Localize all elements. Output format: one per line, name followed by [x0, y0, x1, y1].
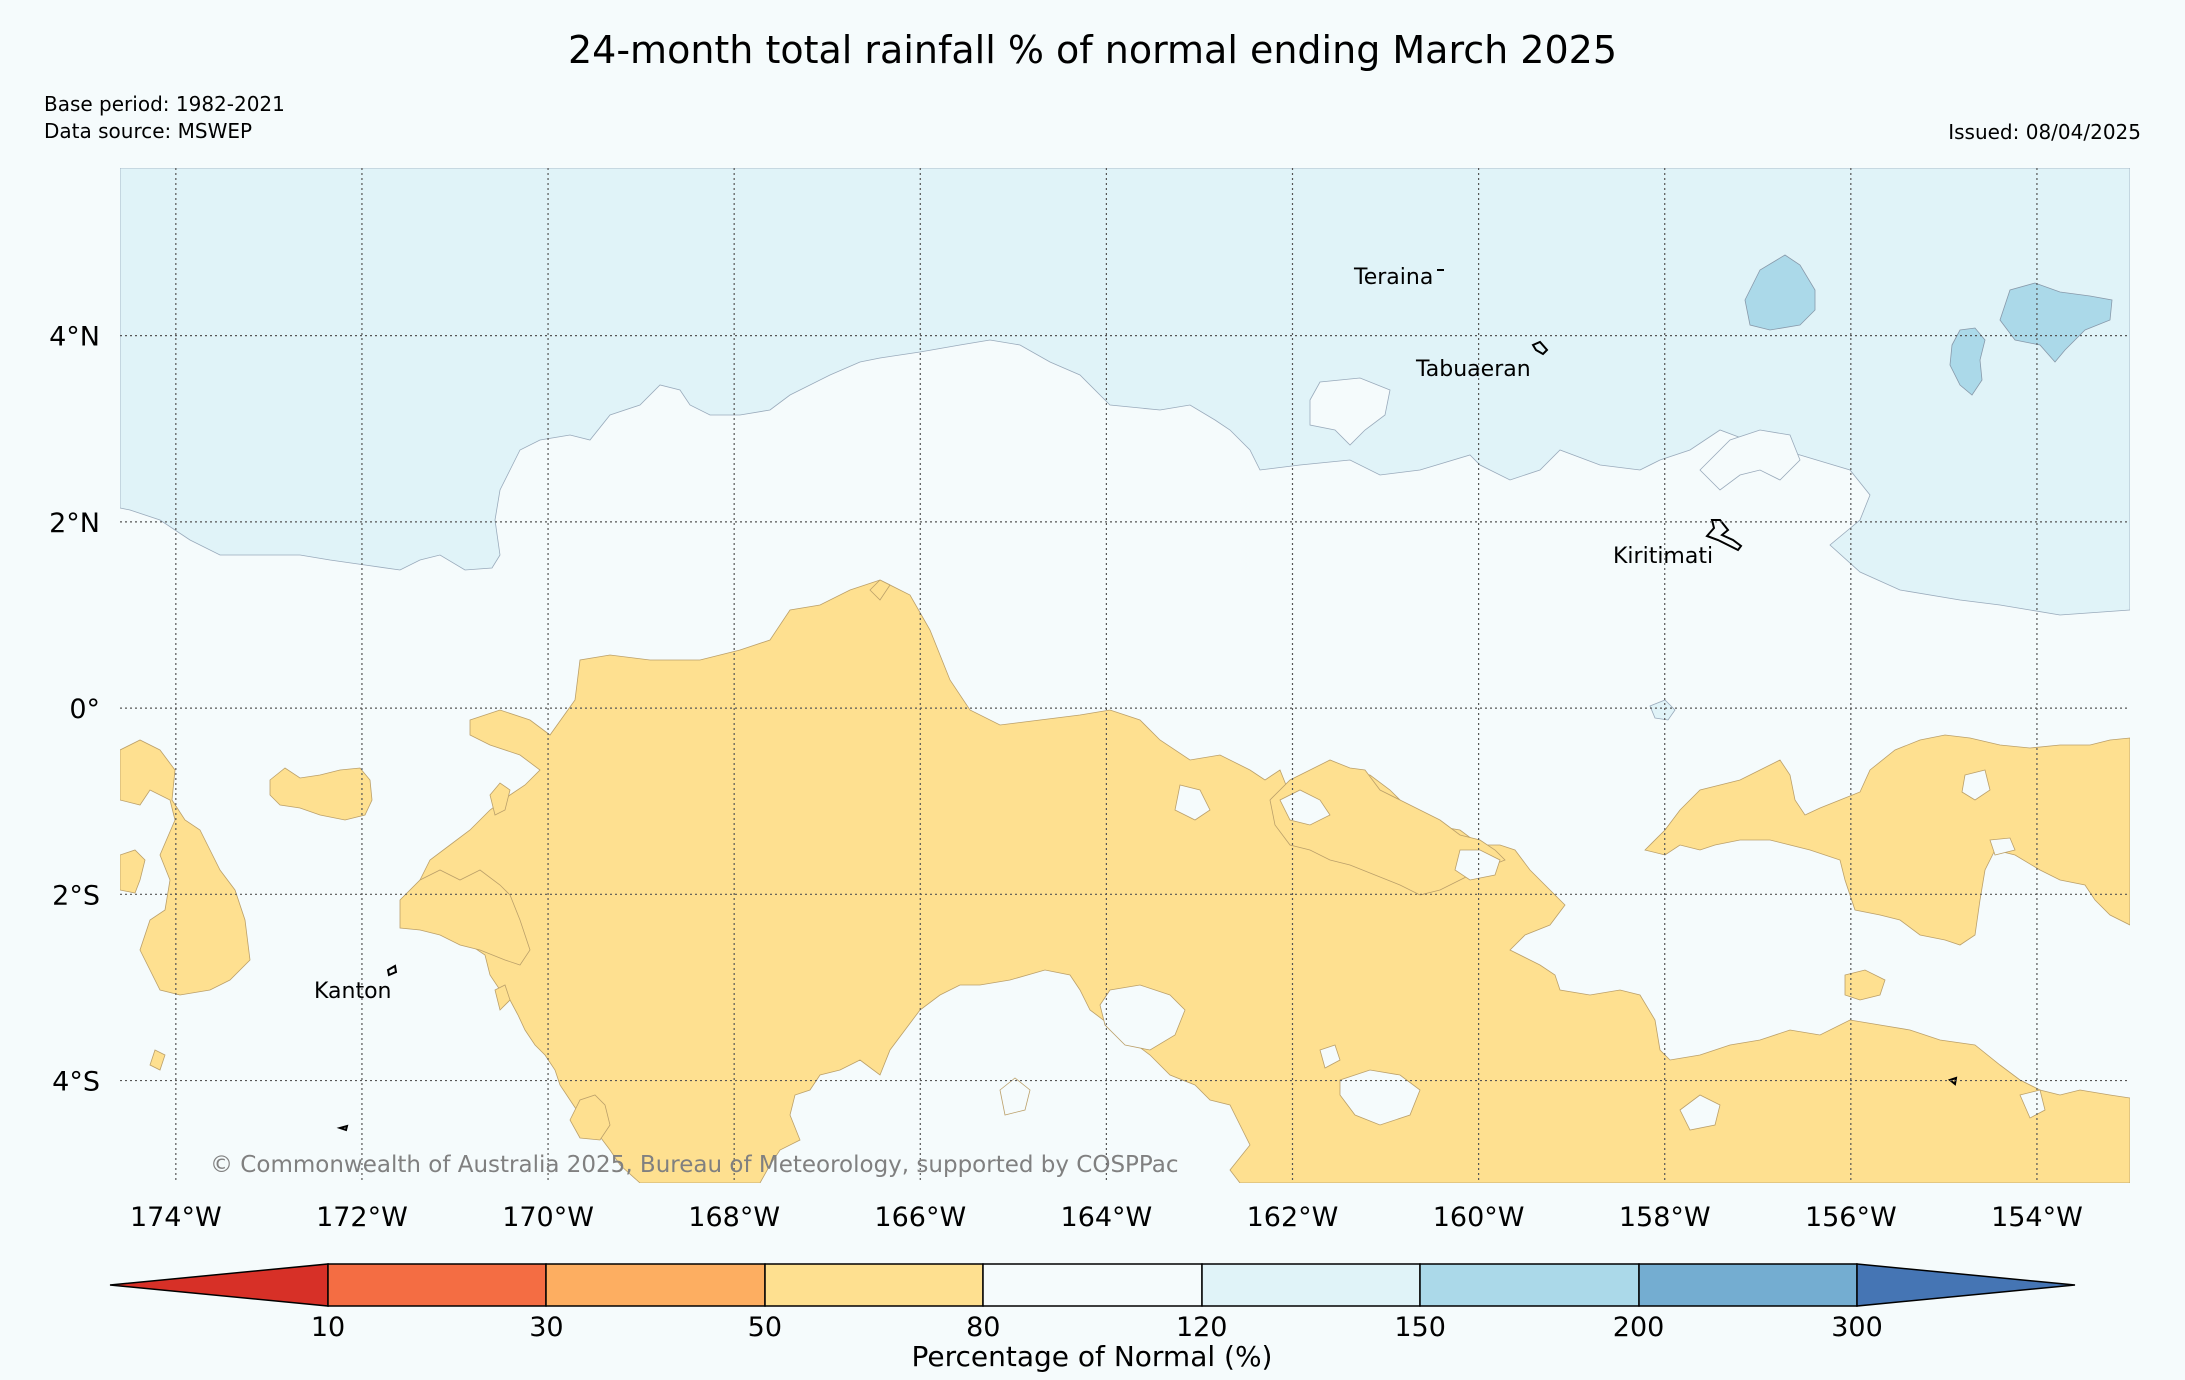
- longitude-tick-label: 166°W: [874, 1202, 966, 1233]
- colorbar-segment-120-150: [1201, 1263, 1421, 1307]
- copyright-notice: © Commonwealth of Australia 2025, Bureau…: [210, 1152, 1179, 1178]
- latitude-tick-label: 2°N: [49, 508, 100, 539]
- normal-pocket-central-11: [2019, 1089, 2046, 1119]
- below-normal-patch-west-2: [269, 767, 373, 821]
- map-title: 24-month total rainfall % of normal endi…: [567, 28, 1618, 72]
- longitude-tick-label: 168°W: [688, 1202, 780, 1233]
- colorbar-segment-10-30: [327, 1263, 547, 1307]
- colorbar-segment-50-80: [764, 1263, 984, 1307]
- colorbar-tick-label: 150: [1394, 1312, 1446, 1343]
- above-normal-patch-equator: [1649, 699, 1676, 721]
- longitude-tick-label: 156°W: [1805, 1202, 1897, 1233]
- graticule: [120, 168, 2130, 1183]
- longitude-tick-label: 172°W: [316, 1202, 408, 1233]
- below-normal-patch-2: [869, 579, 891, 601]
- normal-pocket-central-3: [1099, 984, 1186, 1051]
- below-normal-region-east: [1644, 734, 2130, 946]
- colorbar-tick-label: 300: [1831, 1312, 1883, 1343]
- normal-pocket-central-4: [1339, 1069, 1421, 1126]
- latitude-tick-label: 4°N: [49, 322, 100, 353]
- map-panel: Teraina Tabuaeran Kiritimati Kanton © Co…: [120, 168, 2130, 1183]
- colorbar-segment-80-120: [982, 1263, 1203, 1307]
- normal-pocket-central-6: [1174, 784, 1211, 821]
- island-kanton: [386, 964, 398, 977]
- colorbar-tick-label: 120: [1176, 1312, 1228, 1343]
- colorbar-segment-150-200: [1419, 1263, 1640, 1307]
- place-label-kiritimati: Kiritimati: [1613, 544, 1713, 569]
- normal-pocket-central-7: [1961, 769, 1991, 801]
- longitude-tick-label: 164°W: [1061, 1202, 1153, 1233]
- island-kiritimati: [1705, 519, 1743, 552]
- below-normal-patch-west-4: [399, 869, 531, 966]
- colorbar: 10 30 50 80 120 150 200 300 Percentage of Norma…: [109, 1263, 2076, 1373]
- colorbar-tick-label: 30: [529, 1312, 563, 1343]
- well-above-patch-1: [1744, 254, 1816, 331]
- longitude-tick-label: 162°W: [1247, 1202, 1339, 1233]
- longitude-tick-label: 174°W: [130, 1202, 222, 1233]
- issued-date: Issued: 08/04/2025: [1948, 120, 2141, 144]
- longitude-tick-label: 160°W: [1433, 1202, 1525, 1233]
- normal-pocket-central-2: [1454, 849, 1501, 881]
- colorbar-ticks: 10 30 50 80 120 150 200 300: [311, 1312, 1883, 1343]
- latitude-tick-label: 2°S: [52, 880, 100, 911]
- rainfall-regions: [120, 168, 2130, 1183]
- latitude-labels: 4°N 2°N 0° 2°S 4°S: [49, 322, 100, 1098]
- longitude-tick-label: 154°W: [1991, 1202, 2083, 1233]
- longitude-tick-label: 158°W: [1619, 1202, 1711, 1233]
- islands: [336, 269, 1958, 1132]
- colorbar-tick-label: 50: [748, 1312, 782, 1343]
- below-normal-patch-1: [1844, 969, 1886, 1001]
- colorbar-tick-label: 80: [966, 1312, 1000, 1343]
- colorbar-tick-label: 10: [311, 1312, 345, 1343]
- below-normal-patch-central: [1269, 759, 1506, 896]
- latitude-tick-label: 0°: [69, 694, 100, 725]
- colorbar-tick-label: 200: [1613, 1312, 1665, 1343]
- normal-pocket-central-10: [1319, 1044, 1341, 1069]
- below-normal-patch-west-3: [120, 849, 146, 894]
- longitude-labels: 174°W 172°W 170°W 168°W 166°W 164°W 162°W 160°W…: [130, 1202, 2083, 1233]
- latitude-tick-label: 4°S: [52, 1067, 100, 1098]
- place-label-kanton: Kanton: [314, 979, 392, 1004]
- base-period: Base period: 1982-2021: [44, 92, 285, 116]
- place-label-teraina: Teraina: [1353, 265, 1433, 290]
- normal-pocket-central-8: [1989, 837, 2016, 856]
- below-normal-patch-3: [494, 984, 511, 1011]
- below-normal-patch-4: [149, 1049, 166, 1071]
- well-above-patch-2: [1999, 282, 2113, 363]
- normal-pocket-central-5: [999, 1077, 1031, 1116]
- normal-pocket-central-9: [1679, 1094, 1721, 1131]
- place-label-tabuaeran: Tabuaeran: [1415, 357, 1531, 382]
- below-normal-region-main: [419, 579, 2130, 1183]
- below-normal-patch-west-1: [120, 739, 251, 996]
- longitude-tick-label: 170°W: [502, 1202, 594, 1233]
- normal-pocket-kiritimati: [1699, 429, 1801, 491]
- below-normal-patch-west-5: [489, 782, 511, 816]
- normal-pocket-tabuaeran: [1309, 377, 1391, 446]
- data-source: Data source: MSWEP: [44, 119, 253, 143]
- island-small-1: [336, 1124, 349, 1132]
- well-above-patch-3: [1949, 327, 1986, 396]
- island-tabuaeran: [1531, 340, 1549, 356]
- colorbar-extend-low: [109, 1263, 329, 1307]
- colorbar-label: Percentage of Normal (%): [912, 1340, 1273, 1373]
- colorbar-segment-30-50: [545, 1263, 766, 1307]
- colorbar-extend-high: [1856, 1263, 2076, 1307]
- below-normal-patch-west-6: [569, 1094, 611, 1141]
- colorbar-segment-200-300: [1638, 1263, 1858, 1307]
